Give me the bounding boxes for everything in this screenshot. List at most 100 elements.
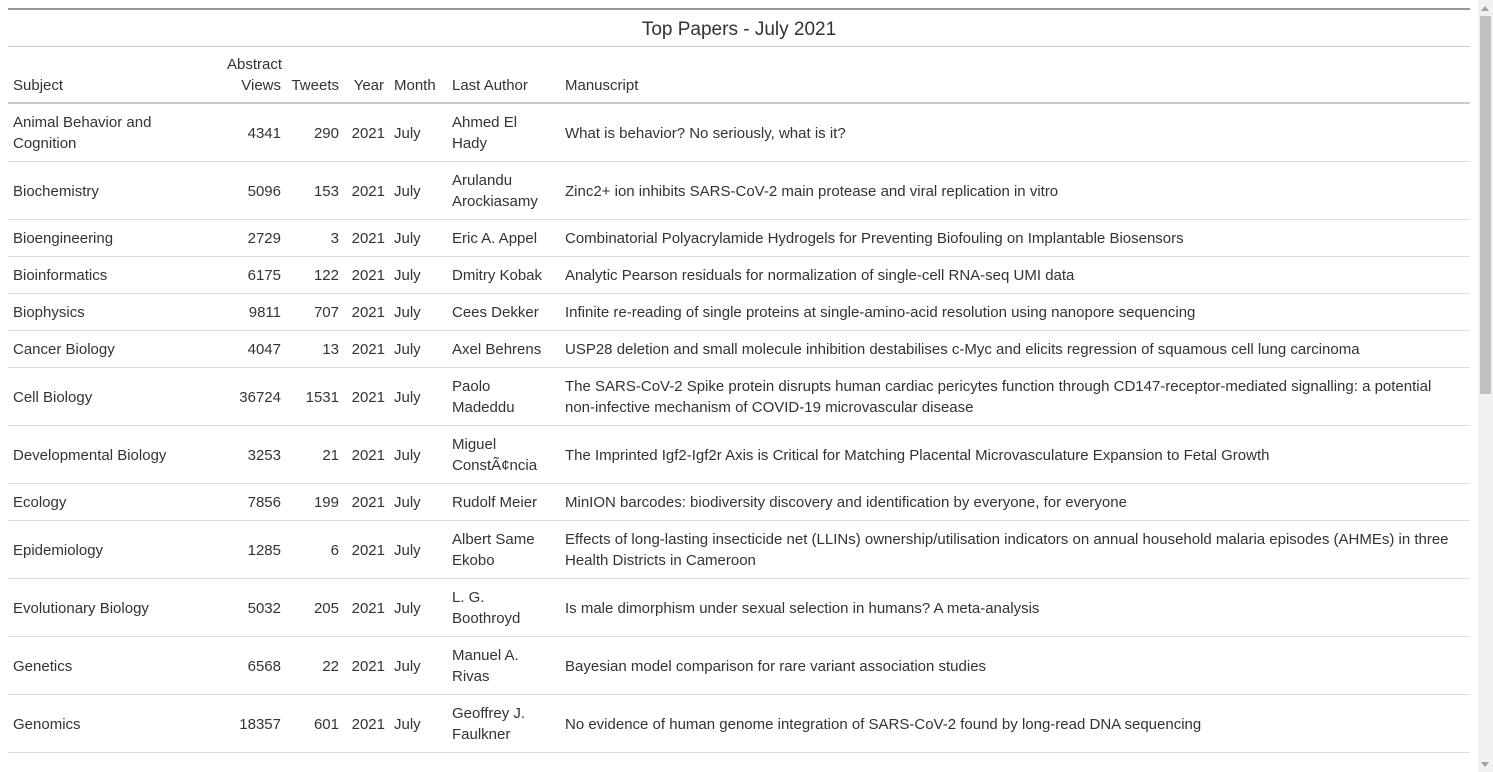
cell-last-author: Paolo Madeddu bbox=[447, 367, 560, 426]
cell-last-author: Miguel ConstÃ¢ncia bbox=[447, 425, 560, 484]
cell-last-author: Axel Behrens bbox=[447, 330, 560, 368]
table-header: Subject Abstract Views Tweets Year Month … bbox=[8, 47, 1470, 104]
table-row: Bioinformatics 6175 122 2021 July Dmitry Koba… bbox=[8, 256, 1470, 294]
cell-manuscript: What is behavior? No seriously, what is … bbox=[560, 103, 1470, 162]
cell-tweets: 1531 bbox=[286, 367, 344, 426]
header-last-author: Last Author bbox=[447, 47, 560, 104]
cell-year: 2021 bbox=[344, 293, 389, 331]
cell-month: July bbox=[389, 367, 447, 426]
cell-subject: Genomics bbox=[8, 694, 222, 753]
cell-abstract-views: 2729 bbox=[222, 219, 286, 257]
cell-last-author: Arulandu Arockiasamy bbox=[447, 161, 560, 220]
cell-subject: Bioinformatics bbox=[8, 256, 222, 294]
cell-month: July bbox=[389, 103, 447, 162]
table-row: Epidemiology 1285 6 2021 July Albert Same Eko… bbox=[8, 520, 1470, 579]
cell-last-author: Eric A. Appel bbox=[447, 219, 560, 257]
cell-year: 2021 bbox=[344, 103, 389, 162]
cell-abstract-views: 3253 bbox=[222, 425, 286, 484]
cell-month: July bbox=[389, 694, 447, 753]
cell-manuscript: Effects of long-lasting insecticide net … bbox=[560, 520, 1470, 579]
cell-abstract-views: 1285 bbox=[222, 520, 286, 579]
table-row: Cell Biology 36724 1531 2021 July Paolo Maded… bbox=[8, 367, 1470, 426]
table-caption: Top Papers - July 2021 bbox=[8, 8, 1470, 47]
cell-year: 2021 bbox=[344, 483, 389, 521]
cell-manuscript: USP28 deletion and small molecule inhibi… bbox=[560, 330, 1470, 368]
cell-manuscript: The SARS-CoV-2 Spike protein disrupts hu… bbox=[560, 367, 1470, 426]
cell-subject: Cancer Biology bbox=[8, 330, 222, 368]
cell-tweets: 21 bbox=[286, 425, 344, 484]
papers-table-container: Top Papers - July 2021 Subject Abstract V… bbox=[8, 8, 1470, 753]
cell-tweets: 3 bbox=[286, 219, 344, 257]
cell-manuscript: Is male dimorphism under sexual selectio… bbox=[560, 578, 1470, 637]
header-month: Month bbox=[389, 47, 447, 104]
cell-tweets: 707 bbox=[286, 293, 344, 331]
table-row: Biochemistry 5096 153 2021 July Arulandu Aroc… bbox=[8, 161, 1470, 220]
table-row: Cancer Biology 4047 13 2021 July Axel Behrens… bbox=[8, 330, 1470, 368]
cell-last-author: Rudolf Meier bbox=[447, 483, 560, 521]
cell-manuscript: Analytic Pearson residuals for normaliza… bbox=[560, 256, 1470, 294]
header-subject: Subject bbox=[8, 47, 222, 104]
table-row: Biophysics 9811 707 2021 July Cees Dekker Infi… bbox=[8, 293, 1470, 331]
cell-year: 2021 bbox=[344, 256, 389, 294]
scroll-thumb[interactable] bbox=[1480, 16, 1491, 394]
cell-manuscript: Zinc2+ ion inhibits SARS-CoV-2 main prot… bbox=[560, 161, 1470, 220]
cell-last-author: Albert Same Ekobo bbox=[447, 520, 560, 579]
cell-year: 2021 bbox=[344, 520, 389, 579]
cell-month: July bbox=[389, 425, 447, 484]
cell-tweets: 22 bbox=[286, 636, 344, 695]
cell-year: 2021 bbox=[344, 330, 389, 368]
cell-subject: Evolutionary Biology bbox=[8, 578, 222, 637]
table-row: Animal Behavior and Cognition 4341 290 2021… bbox=[8, 103, 1470, 162]
cell-year: 2021 bbox=[344, 636, 389, 695]
cell-year: 2021 bbox=[344, 694, 389, 753]
cell-last-author: L. G. Boothroyd bbox=[447, 578, 560, 637]
cell-subject: Animal Behavior and Cognition bbox=[8, 103, 222, 162]
cell-manuscript: Bayesian model comparison for rare varia… bbox=[560, 636, 1470, 695]
cell-subject: Cell Biology bbox=[8, 367, 222, 426]
cell-month: July bbox=[389, 256, 447, 294]
header-year: Year bbox=[344, 47, 389, 104]
cell-year: 2021 bbox=[344, 578, 389, 637]
table-row: Developmental Biology 3253 21 2021 July Migue… bbox=[8, 425, 1470, 484]
top-papers-table: Top Papers - July 2021 Subject Abstract V… bbox=[8, 8, 1470, 753]
table-row: Genetics 6568 22 2021 July Manuel A. Rivas Bay… bbox=[8, 636, 1470, 695]
cell-subject: Epidemiology bbox=[8, 520, 222, 579]
cell-month: July bbox=[389, 483, 447, 521]
header-row: Subject Abstract Views Tweets Year Month … bbox=[8, 47, 1470, 104]
cell-subject: Ecology bbox=[8, 483, 222, 521]
table-body: Animal Behavior and Cognition 4341 290 2021… bbox=[8, 103, 1470, 753]
cell-tweets: 13 bbox=[286, 330, 344, 368]
cell-abstract-views: 5096 bbox=[222, 161, 286, 220]
cell-tweets: 205 bbox=[286, 578, 344, 637]
table-row: Bioengineering 2729 3 2021 July Eric A. Appel… bbox=[8, 219, 1470, 257]
cell-tweets: 601 bbox=[286, 694, 344, 753]
cell-subject: Biophysics bbox=[8, 293, 222, 331]
cell-tweets: 153 bbox=[286, 161, 344, 220]
cell-abstract-views: 4047 bbox=[222, 330, 286, 368]
cell-month: July bbox=[389, 578, 447, 637]
cell-last-author: Ahmed El Hady bbox=[447, 103, 560, 162]
cell-last-author: Cees Dekker bbox=[447, 293, 560, 331]
cell-tweets: 122 bbox=[286, 256, 344, 294]
cell-abstract-views: 9811 bbox=[222, 293, 286, 331]
cell-year: 2021 bbox=[344, 425, 389, 484]
cell-abstract-views: 36724 bbox=[222, 367, 286, 426]
cell-year: 2021 bbox=[344, 161, 389, 220]
cell-manuscript: Combinatorial Polyacrylamide Hydrogels f… bbox=[560, 219, 1470, 257]
scroll-down-arrow-icon[interactable] bbox=[1481, 762, 1489, 767]
cell-subject: Bioengineering bbox=[8, 219, 222, 257]
cell-subject: Developmental Biology bbox=[8, 425, 222, 484]
cell-tweets: 199 bbox=[286, 483, 344, 521]
cell-manuscript: The Imprinted Igf2-Igf2r Axis is Critica… bbox=[560, 425, 1470, 484]
scroll-up-arrow-icon[interactable] bbox=[1481, 6, 1489, 11]
cell-tweets: 290 bbox=[286, 103, 344, 162]
cell-last-author: Geoffrey J. Faulkner bbox=[447, 694, 560, 753]
cell-tweets: 6 bbox=[286, 520, 344, 579]
header-abstract-views: Abstract Views bbox=[222, 47, 286, 104]
vertical-scrollbar[interactable] bbox=[1478, 0, 1493, 772]
cell-abstract-views: 18357 bbox=[222, 694, 286, 753]
cell-abstract-views: 6175 bbox=[222, 256, 286, 294]
header-abstract-views-line2: Views bbox=[241, 77, 281, 94]
cell-month: July bbox=[389, 293, 447, 331]
cell-last-author: Manuel A. Rivas bbox=[447, 636, 560, 695]
